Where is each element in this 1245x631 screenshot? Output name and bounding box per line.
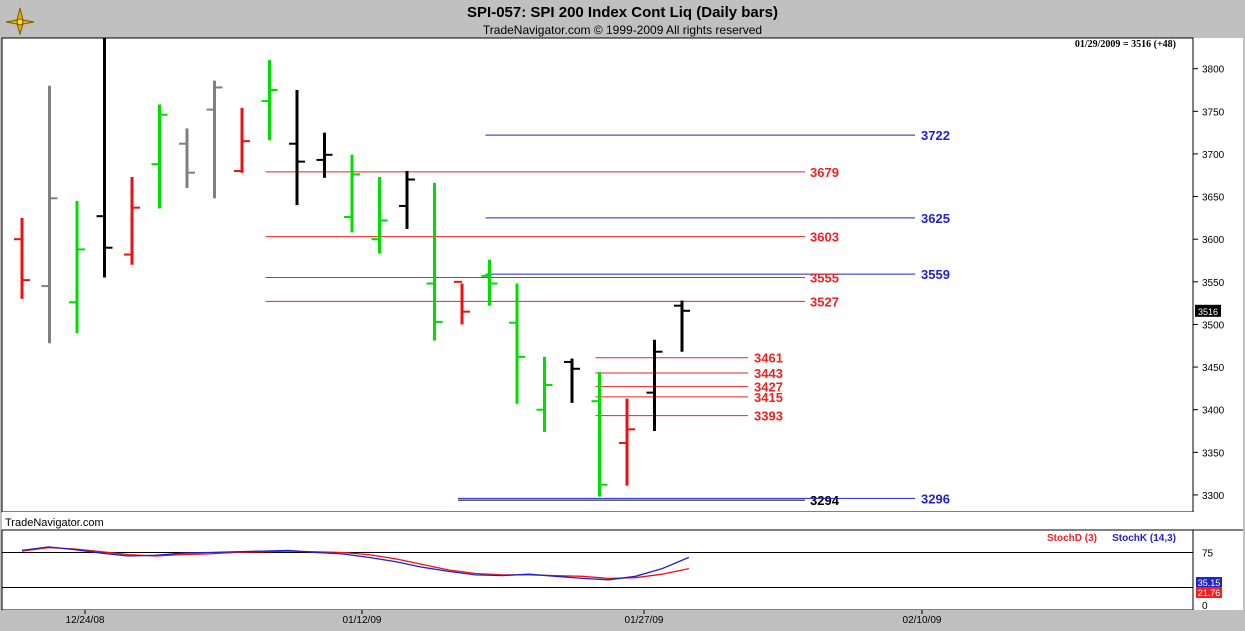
level-label-3296: 3296 [921, 491, 950, 506]
price-tick-label: 3650 [1202, 193, 1225, 204]
ohlc-bar [591, 372, 608, 497]
level-label-3625: 3625 [921, 211, 950, 226]
ohlc-bar [646, 339, 663, 432]
level-label-3722: 3722 [921, 128, 950, 143]
price-axis-area [1193, 38, 1243, 512]
price-bars-group [14, 38, 690, 497]
ohlc-bar [399, 170, 415, 229]
watermark-text: TradeNavigator.com [5, 517, 104, 529]
stoch-tick-label: 75 [1202, 549, 1214, 560]
stoch-d-badge [1196, 587, 1222, 598]
stoch-legend-k: StochK (14,3) [1112, 533, 1176, 544]
price-tick-label: 3550 [1202, 278, 1225, 289]
price-axis-ticks: 3300 3350 3400 3450 3500 3550 3600 3650 3700 3750… [1193, 65, 1225, 502]
level-label-3527: 3527 [810, 294, 839, 309]
date-axis-area [2, 610, 1243, 630]
stoch-d-value: 21.76 [1198, 588, 1221, 598]
stoch-k-badge [1196, 577, 1222, 588]
price-tick-label: 3350 [1202, 448, 1225, 459]
ohlc-bar [179, 128, 195, 189]
price-tick-label: 3300 [1202, 491, 1225, 502]
level-label-3559: 3559 [921, 267, 950, 282]
level-label-3443: 3443 [754, 366, 783, 381]
price-tick-label: 3700 [1202, 150, 1225, 161]
stoch-series-k [21, 546, 690, 581]
level-label-3679: 3679 [810, 165, 839, 180]
stoch-tick-label: 0 [1202, 601, 1208, 612]
price-tick-label: 3750 [1202, 107, 1225, 118]
stoch-series-d [21, 546, 690, 580]
chart-subtitle: TradeNavigator.com © 1999-2009 All right… [482, 23, 763, 37]
price-tick-label: 3600 [1202, 235, 1225, 246]
ohlc-bar [316, 132, 333, 178]
ohlc-bar [289, 90, 305, 206]
date-tick-label: 01/12/09 [343, 615, 382, 626]
ohlc-bar [454, 280, 470, 325]
date-axis-ticks: 12/24/08 01/12/09 01/27/09 02/10/09 [66, 610, 942, 626]
ohlc-bar [674, 300, 690, 352]
ohlc-bar [536, 356, 553, 432]
ohlc-bar [261, 60, 278, 141]
chart-title: SPI-057: SPI 200 Index Cont Liq (Daily b… [467, 4, 778, 21]
price-panel [1, 37, 1194, 513]
ohlc-bar [619, 398, 635, 486]
level-lines-group: 3722 3679 3625 3603 3559 3555 3527 346134433427… [265, 128, 950, 508]
price-tick-label: 3800 [1202, 65, 1225, 76]
ohlc-bar [481, 259, 498, 306]
watermark-bar [2, 512, 1243, 530]
price-tick-label: 3500 [1202, 320, 1225, 331]
level-label-3427: 3427 [754, 380, 783, 395]
ohlc-bar [371, 176, 388, 254]
ohlc-bar [41, 85, 58, 344]
last-price-marker [1195, 304, 1221, 317]
date-tick-label: 12/24/08 [66, 615, 105, 626]
indicator-panel [1, 529, 1194, 611]
stoch-legend-d: StochD (3) [1047, 533, 1097, 544]
ohlc-bar [509, 283, 525, 404]
ohlc-bar [426, 182, 443, 341]
ohlc-bar [344, 154, 360, 233]
date-tick-label: 02/10/09 [903, 615, 942, 626]
level-label-3555: 3555 [810, 271, 839, 286]
ohlc-bar [69, 200, 85, 333]
ohlc-bar [14, 217, 30, 299]
ohlc-bar [124, 176, 140, 265]
price-tick-label: 3450 [1202, 363, 1225, 374]
date-tick-label: 01/27/09 [625, 615, 664, 626]
level-label-3294: 3294 [810, 493, 840, 508]
level-label-3415: 3415 [754, 390, 783, 405]
last-price-label: 3516 [1198, 307, 1218, 317]
level-label-3393: 3393 [754, 409, 783, 424]
quote-text: 01/29/2009 = 3516 (+48) [1075, 39, 1176, 50]
ohlc-bar [234, 107, 250, 173]
ohlc-bar [564, 358, 580, 403]
level-label-3603: 3603 [810, 230, 839, 245]
ohlc-bar [96, 38, 113, 278]
ohlc-bar [151, 104, 168, 209]
level-label-3461: 3461 [754, 351, 783, 366]
price-tick-label: 3400 [1202, 406, 1225, 417]
ohlc-bar [206, 80, 223, 199]
stoch-k-value: 35.15 [1198, 578, 1221, 588]
trade-navigator-logo-icon [4, 6, 36, 36]
